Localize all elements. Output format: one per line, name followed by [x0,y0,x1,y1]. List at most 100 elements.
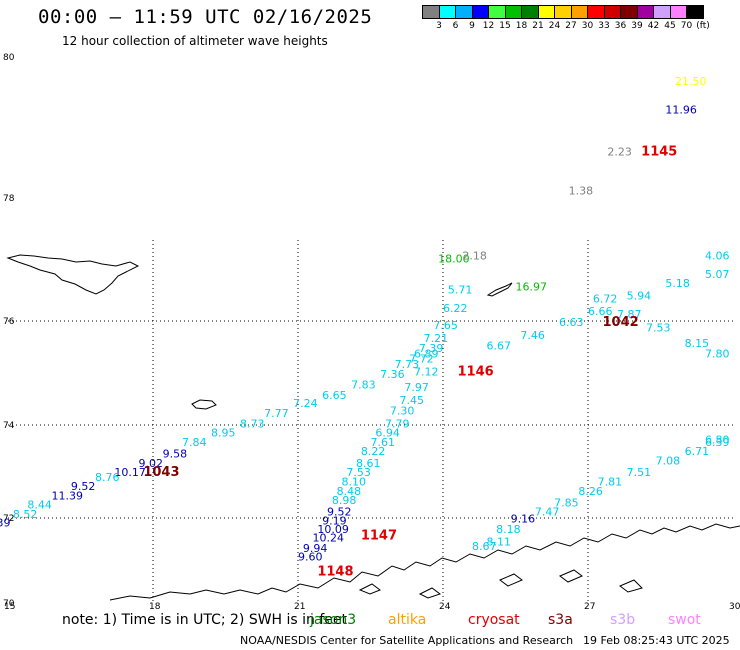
map-subtitle: 12 hour collection of altimeter wave hei… [62,34,328,48]
wave-height-label: 6.71 [685,445,710,458]
wave-height-label: 7.51 [627,466,652,479]
wave-height-label: 6.67 [487,340,512,353]
satellite-name: jason3 [310,612,357,628]
legend-label: 45 [664,21,676,31]
legend-label: 21 [532,21,544,31]
wave-height-label: 8.18 [496,523,520,536]
wave-height-label: 8.61 [356,457,381,470]
longitude-tick-label: 30 [729,602,740,612]
wave-height-label: 7.79 [385,417,410,430]
wave-readings: 21.50 11.96 2.23 1145 1.38 18.002.18 5.71 16.97… [0,75,730,579]
wave-height-label: 8.11 [487,536,512,549]
longitude-tick-label: 15 [4,602,15,612]
land-outlines [6,254,740,601]
wave-height-label: 6.22 [443,302,468,315]
latitude-tick-label: 78 [3,194,15,204]
legend-label: 70 [680,21,693,31]
legend-label: 30 [581,21,594,31]
wave-height-label: 8.15 [685,337,710,350]
land-fjord-islands [358,569,643,599]
wave-height-label: 9.58 [163,448,188,461]
wave-height-label: 6.89 [414,347,439,360]
wave-height-label: 18.00 [438,253,470,266]
wave-height-label: 9.94 [303,542,328,555]
latitude-tick-label: 70 [3,599,15,609]
land-kong-karls [486,282,513,297]
longitude-tick-label: 21 [294,602,305,612]
legend-label: 24 [548,21,561,31]
wave-height-label: 7.24 [293,397,318,410]
wave-height-label: 9.02 [139,457,164,470]
pass-time-label: 1147 [361,528,397,543]
wave-height-label: 10.17 [114,466,146,479]
latitude-tick-label: 74 [3,421,15,431]
wave-height-label: 7.53 [346,466,371,479]
longitude-tick-label: 27 [584,602,595,612]
land-norway-coast [109,523,740,601]
wave-height-label: 21.50 [675,75,707,88]
wave-height-label: 11.96 [665,103,697,116]
wave-height-label: 8.95 [211,427,236,440]
wave-height-label: 6.63 [559,316,584,329]
wave-height-label: 7.08 [656,455,681,468]
wave-height-label: 8.22 [361,445,386,458]
wave-height-label: 7.21 [424,332,449,345]
graticule [8,240,733,603]
generated-timestamp: 19 Feb 08:25:43 UTC 2025 [583,634,730,647]
legend-label: 15 [499,21,511,31]
wave-height-label: 7.46 [520,329,545,342]
wave-height-label: 10.24 [313,531,345,544]
wave-height-label: 7.80 [705,347,730,360]
wave-height-label: 8.76 [95,471,120,484]
wave-height-label: 7.30 [390,405,415,418]
legend-label: 18 [515,21,528,31]
wave-height-label: 6.39 [705,436,730,449]
wave-height-label: 9.19 [322,514,347,527]
wave-height-label: 6.66 [588,305,613,318]
wave-height-label: 7.87 [617,308,642,321]
wave-height-label: 5.94 [627,289,652,302]
wave-height-label: 8.52 [13,508,38,521]
wave-height-label: 7.97 [404,381,429,394]
wave-height-label: 9.52 [71,480,96,493]
wave-height-label: 9.16 [511,512,535,525]
wave-height-label: 5.07 [705,268,730,281]
legend-label: 42 [647,21,660,31]
pass-time-label: 1042 [603,315,639,330]
credit-line: NOAA/NESDIS Center for Satellite Applica… [240,634,574,647]
wave-height-label: 7.61 [371,436,396,449]
satellite-name: s3a [548,612,573,628]
wave-height-label: 8.73 [240,417,265,430]
wave-height-label: 6.65 [322,389,347,402]
wave-height-label: 7.36 [380,368,405,381]
legend-label: 33 [598,21,610,31]
wave-height-label: 8.44 [27,499,52,512]
wave-height-label: 7.45 [400,394,425,407]
pass-time-label: 1043 [143,465,179,480]
latitude-tick-label: 80 [3,53,15,63]
color-legend [422,5,704,19]
wave-height-label: 6.94 [375,427,400,440]
wave-height-label: 7.77 [264,407,289,420]
wave-height-label: 6.72 [593,293,618,306]
longitude-tick-label: 24 [439,602,451,612]
wave-height-label: 8.26 [578,485,603,498]
satellite-name: s3b [610,612,636,628]
wave-height-label: 7.53 [646,321,671,334]
legend-label: 39 [631,21,643,31]
legend-label: 27 [565,21,577,31]
wave-height-label: 16.97 [516,280,548,293]
wave-height-label: 9.60 [298,551,323,564]
longitude-tick-label: 18 [149,602,161,612]
legend-label: (ft) [696,21,710,31]
wave-height-label: 2.18 [462,250,487,263]
wave-height-label: 7.85 [554,496,579,509]
wave-height-label: 11.39 [0,517,11,530]
wave-height-label: 5.71 [448,283,473,296]
wave-height-label: 1.38 [569,184,594,197]
map-title: 00:00 — 11:59 UTC 02/16/2025 [38,6,373,28]
land-svalbard [6,254,140,295]
wave-height-label: 8.10 [342,475,367,488]
wave-height-label: 9.52 [327,506,352,519]
